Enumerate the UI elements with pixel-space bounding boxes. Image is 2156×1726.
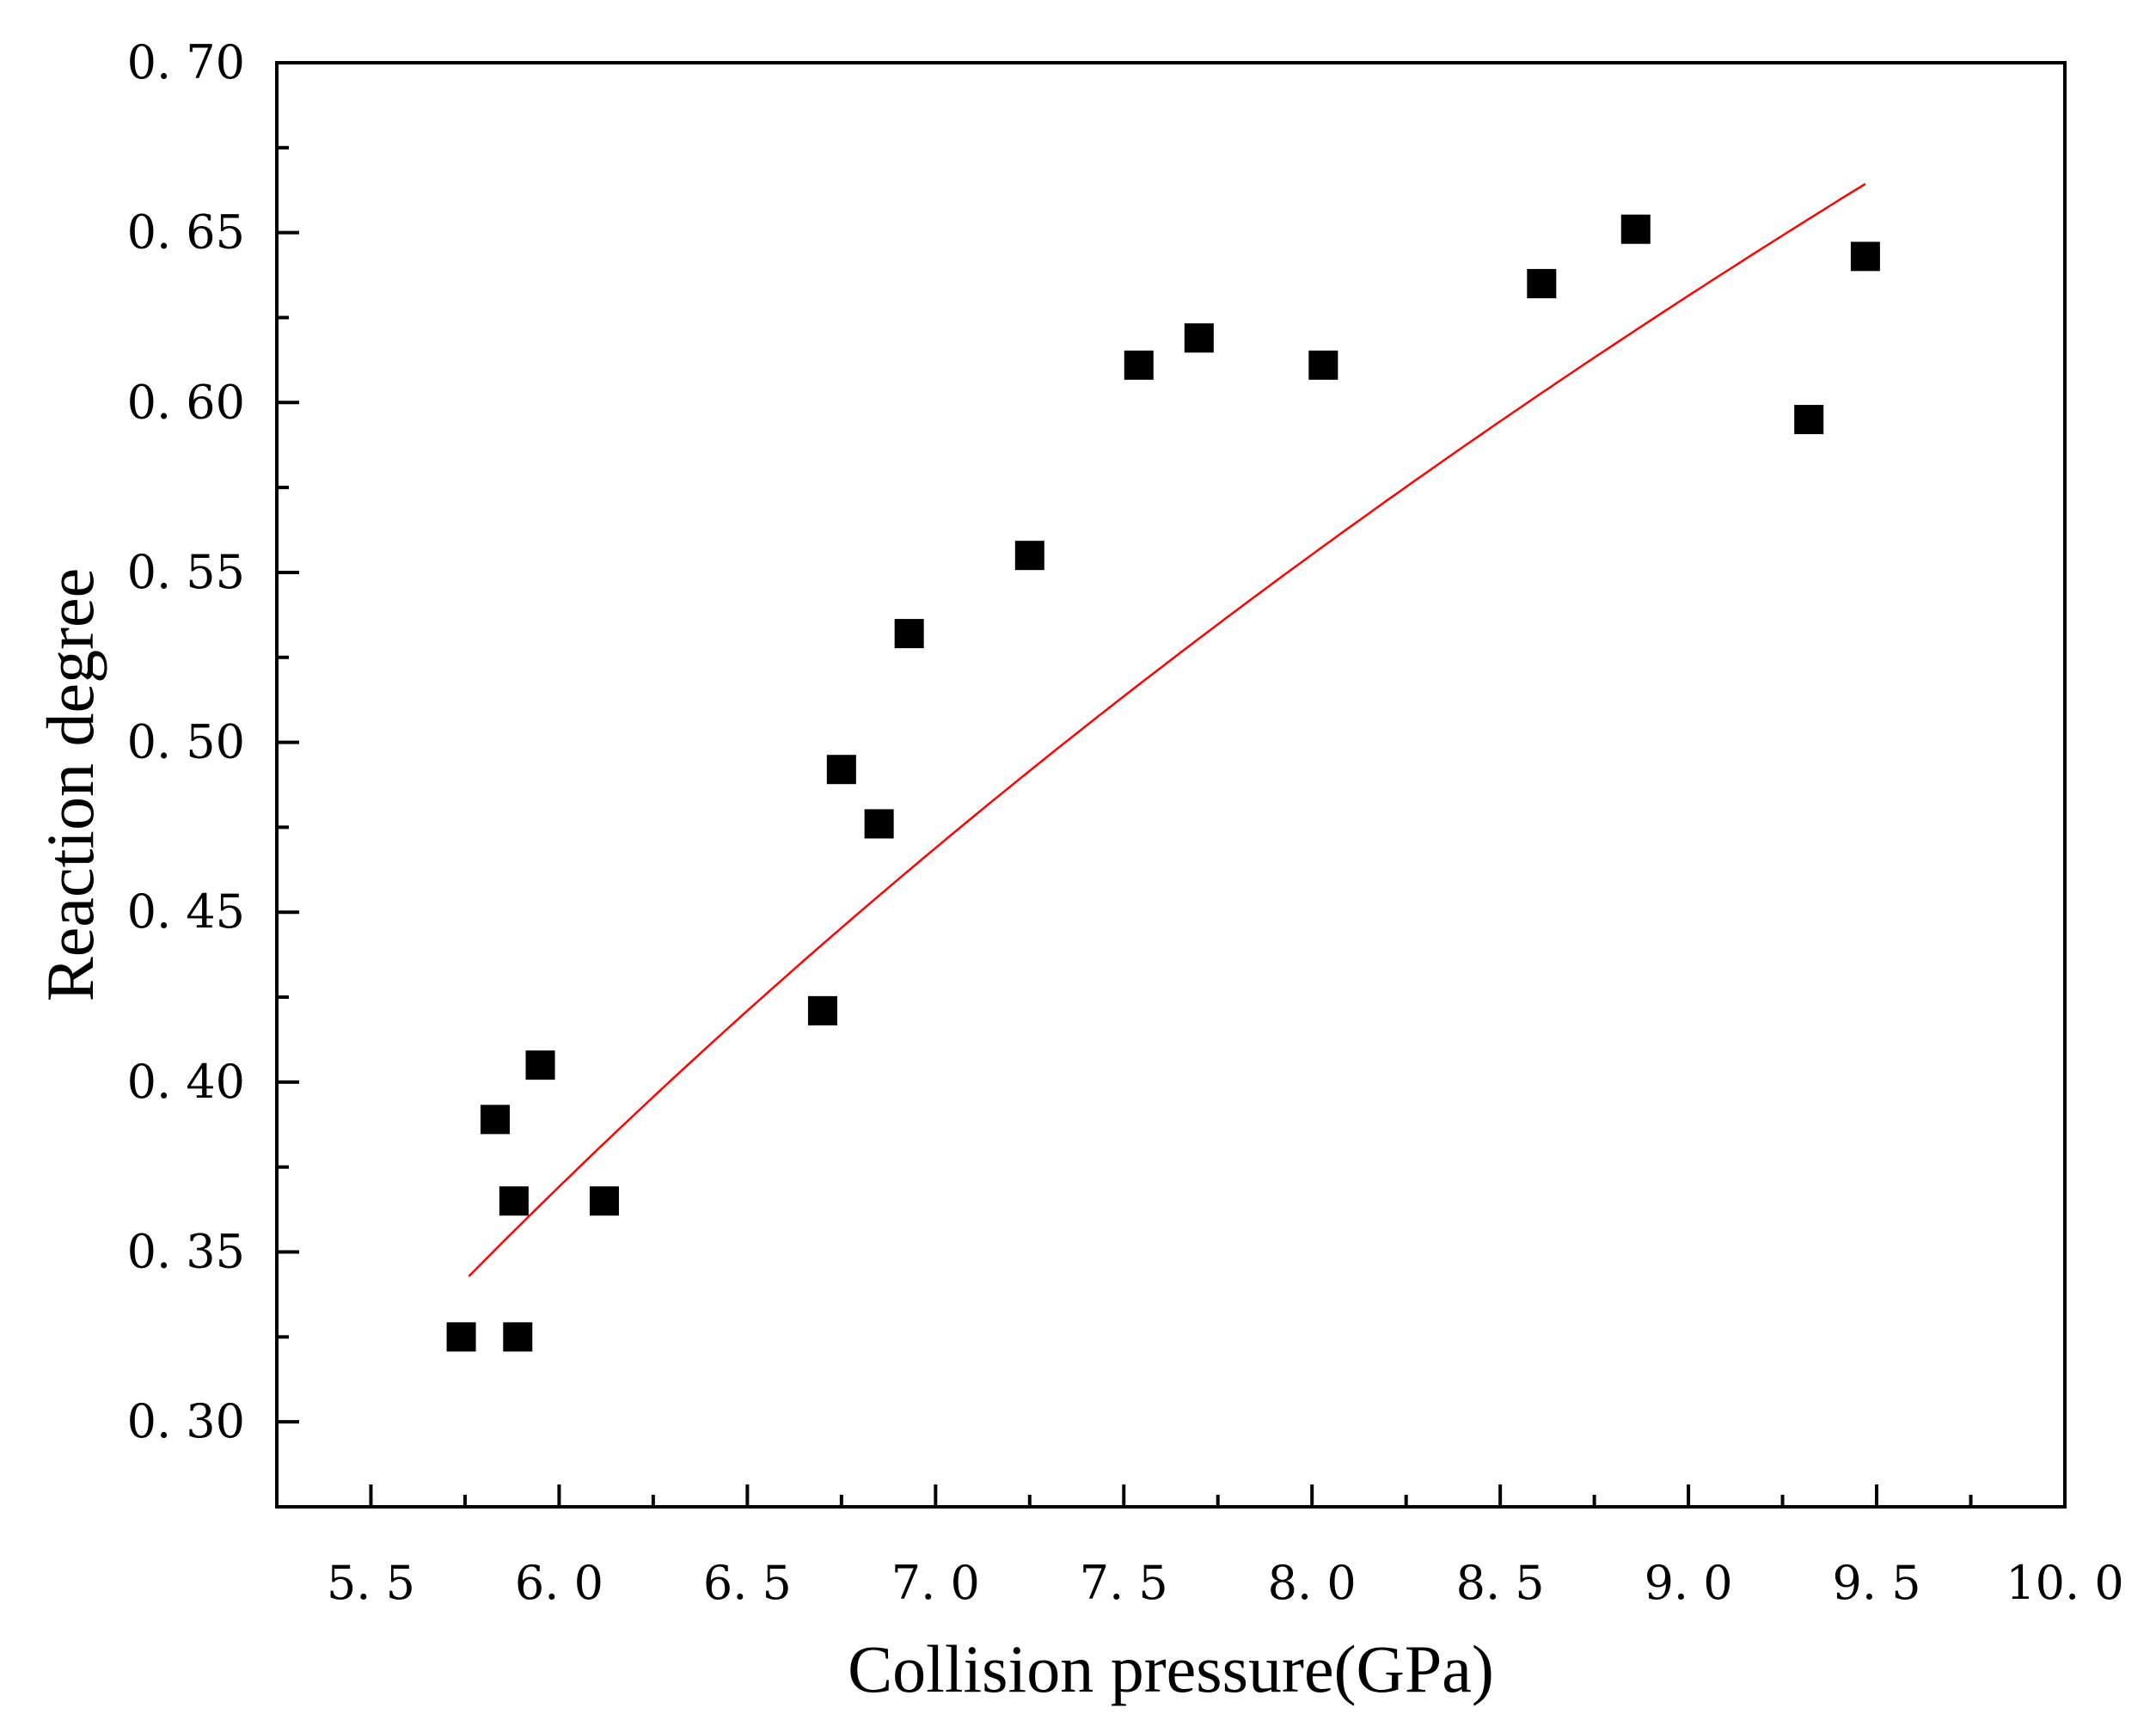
data-point bbox=[1124, 350, 1154, 380]
y-tick-label: 0. 40 bbox=[127, 1055, 245, 1109]
data-point bbox=[1308, 350, 1338, 380]
data-point bbox=[1184, 323, 1214, 353]
y-tick-label: 0. 55 bbox=[127, 545, 245, 599]
y-tick-label: 0. 45 bbox=[127, 884, 245, 939]
x-tick-label: 7. 0 bbox=[891, 1556, 980, 1610]
data-point bbox=[1527, 268, 1557, 298]
data-points bbox=[446, 214, 1880, 1352]
x-tick-label: 7. 5 bbox=[1080, 1556, 1168, 1610]
x-tick-label: 10. 0 bbox=[2006, 1556, 2123, 1610]
x-tick-label: 6. 0 bbox=[515, 1556, 603, 1610]
data-point bbox=[807, 995, 837, 1025]
y-axis-ticks: 0. 30 0. 35 0. 40 0. 45 0. 50 0. 55 0. 60 0. 65… bbox=[127, 35, 299, 1448]
data-point bbox=[1014, 541, 1044, 571]
data-point bbox=[1850, 242, 1880, 272]
y-tick-label: 0. 50 bbox=[127, 715, 245, 769]
data-point bbox=[1620, 214, 1651, 244]
y-tick-label: 0. 70 bbox=[127, 35, 245, 89]
y-tick-label: 0. 60 bbox=[127, 375, 245, 429]
data-point bbox=[1794, 405, 1824, 435]
x-axis-ticks: 5. 5 6. 0 6. 5 7. 0 7. 5 8. 0 8. 5 9. 0 9. 5 10. … bbox=[327, 1484, 2124, 1610]
y-tick-label: 0. 65 bbox=[127, 205, 245, 260]
x-tick-label: 8. 0 bbox=[1268, 1556, 1357, 1610]
x-tick-label: 6. 5 bbox=[703, 1556, 792, 1610]
y-tick-label: 0. 30 bbox=[127, 1394, 245, 1448]
data-point bbox=[826, 755, 856, 785]
data-point bbox=[480, 1105, 510, 1135]
x-axis-title: Collision pressure(GPa) bbox=[848, 1631, 1494, 1706]
y-tick-label: 0. 35 bbox=[127, 1225, 245, 1279]
x-tick-label: 5. 5 bbox=[327, 1556, 415, 1610]
data-point bbox=[894, 619, 924, 649]
x-tick-label: 8. 5 bbox=[1456, 1556, 1545, 1610]
plot-frame bbox=[275, 61, 2067, 1509]
fit-curve bbox=[468, 182, 1866, 1277]
y-axis-title: Reaction degree bbox=[33, 568, 107, 1002]
x-tick-label: 9. 0 bbox=[1645, 1556, 1733, 1610]
data-point bbox=[589, 1186, 619, 1216]
data-point bbox=[864, 809, 894, 839]
data-point bbox=[525, 1050, 555, 1080]
x-tick-label: 9. 5 bbox=[1833, 1556, 1921, 1610]
data-point bbox=[503, 1322, 533, 1352]
data-point bbox=[446, 1322, 476, 1352]
data-point bbox=[499, 1186, 529, 1216]
